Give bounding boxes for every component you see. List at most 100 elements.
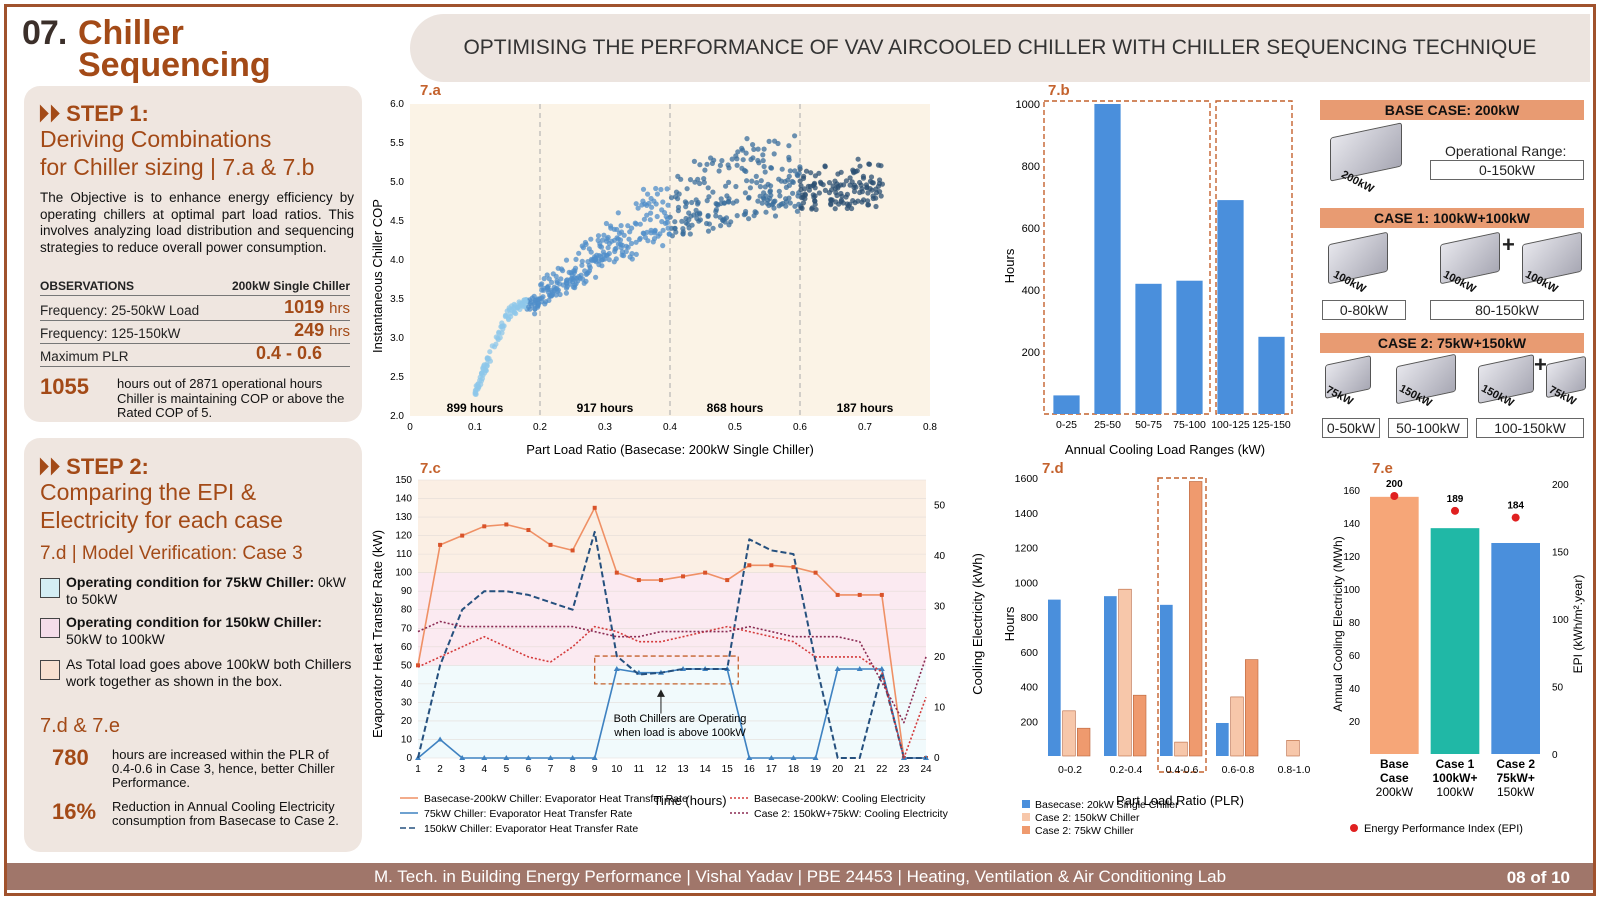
scatter-point bbox=[766, 138, 772, 144]
scatter-point bbox=[783, 199, 789, 205]
scatter-point bbox=[786, 157, 792, 163]
scatter-point bbox=[615, 241, 621, 247]
scatter-point bbox=[869, 187, 875, 193]
scatter-point bbox=[725, 198, 731, 204]
y2-axis-title: Cooling Electricity (kWh) bbox=[970, 553, 985, 695]
y-tick-label: 140 bbox=[1343, 519, 1360, 530]
scatter-point bbox=[811, 180, 818, 186]
scatter-point bbox=[794, 208, 800, 214]
x-tick-label: 17 bbox=[766, 764, 778, 775]
chart-d: 200 400 600 800 1000 1200 1400 1600 0-0.2 0.2-0.4… bbox=[1002, 474, 1310, 837]
scatter-point bbox=[801, 186, 808, 192]
scatter-point bbox=[484, 355, 490, 362]
y-axis-title: Annual Cooling Electricity (MWh) bbox=[1331, 536, 1345, 711]
scatter-point bbox=[743, 150, 749, 156]
case1-range-1: 0-80kW bbox=[1322, 300, 1406, 320]
scatter-point bbox=[651, 236, 658, 242]
scatter-point bbox=[672, 194, 679, 200]
step1-subtitle-1: Deriving Combinations bbox=[40, 126, 272, 152]
series-line bbox=[417, 625, 927, 759]
scatter-point bbox=[611, 237, 618, 243]
y-tick-label: 10 bbox=[401, 734, 413, 745]
scatter-point bbox=[693, 197, 699, 203]
y-axis-title: Instantaneous Chiller COP bbox=[370, 199, 385, 353]
legend-swatch bbox=[1022, 826, 1030, 834]
x-tick-label: 0.6 bbox=[793, 422, 807, 433]
scatter-point bbox=[652, 227, 658, 233]
scatter-point bbox=[697, 180, 703, 187]
hours-increase-text: hours are increased within the PLR of 0.… bbox=[112, 747, 335, 790]
series-marker bbox=[878, 666, 885, 672]
scatter-point bbox=[787, 200, 793, 206]
series-marker bbox=[725, 578, 730, 583]
series-line bbox=[417, 507, 926, 759]
scatter-point bbox=[870, 195, 876, 202]
scatter-point bbox=[857, 163, 863, 169]
bar bbox=[1216, 722, 1229, 756]
scatter-point bbox=[540, 294, 546, 300]
scatter-point bbox=[797, 164, 803, 170]
x-tick-label: 50-75 bbox=[1135, 419, 1162, 431]
series-marker bbox=[591, 755, 598, 760]
scatter-point bbox=[854, 168, 860, 174]
scatter-point bbox=[593, 256, 599, 262]
scatter-point bbox=[765, 181, 771, 187]
hours-increase-number: 780 bbox=[52, 745, 89, 770]
scatter-point bbox=[658, 186, 664, 193]
scatter-point bbox=[588, 236, 594, 242]
y-tick-label: 1600 bbox=[1015, 474, 1039, 485]
scatter-point bbox=[689, 199, 695, 206]
y-tick-label: 800 bbox=[1020, 612, 1038, 624]
scatter-point bbox=[760, 152, 766, 158]
scatter-point bbox=[595, 233, 602, 239]
scatter-point bbox=[623, 248, 629, 255]
scatter-point bbox=[849, 179, 855, 185]
scatter-point bbox=[847, 175, 853, 181]
scatter-point bbox=[531, 293, 537, 299]
double-chevron-icon: ⏵⏵ bbox=[38, 101, 61, 126]
scatter-point bbox=[795, 193, 801, 199]
scatter-point bbox=[840, 200, 846, 206]
scatter-point bbox=[543, 299, 549, 305]
series-marker bbox=[526, 528, 531, 533]
x-tick-label: 0.2-0.4 bbox=[1110, 764, 1143, 776]
y2-tick-label: 20 bbox=[934, 652, 946, 663]
scatter-point bbox=[857, 179, 863, 186]
y-tick-label: 100 bbox=[395, 568, 412, 579]
scatter-point bbox=[653, 185, 659, 192]
y-tick-label: 6.0 bbox=[390, 99, 404, 110]
scatter-point bbox=[801, 173, 807, 179]
scatter-point bbox=[625, 223, 631, 229]
scatter-point bbox=[768, 165, 775, 171]
y-tick-label: 120 bbox=[395, 531, 412, 542]
scatter-point bbox=[734, 198, 740, 204]
x-tick-label: 0.7 bbox=[858, 422, 872, 433]
y2-tick-label: 0 bbox=[934, 753, 940, 764]
scatter-point bbox=[668, 195, 675, 201]
summary-number: 1055 bbox=[40, 374, 89, 399]
page-title-line1: Chiller bbox=[78, 14, 184, 52]
y-tick-label: 4.5 bbox=[390, 216, 404, 227]
scatter-point bbox=[743, 168, 749, 174]
scatter-point bbox=[864, 185, 870, 191]
scatter-point bbox=[705, 213, 711, 219]
scatter-point bbox=[608, 223, 614, 229]
scatter-point bbox=[757, 184, 763, 190]
scatter-point bbox=[811, 194, 817, 200]
scatter-point bbox=[800, 200, 807, 206]
x-axis-title: Part Load Ratio (Basecase: 200kW Single … bbox=[526, 442, 814, 457]
bar bbox=[1286, 740, 1300, 757]
scatter-point bbox=[654, 213, 660, 220]
x-tick-label: 100kW+ bbox=[1432, 771, 1477, 785]
scatter-point bbox=[571, 268, 577, 274]
summary-text: hours out of 2871 operational hours Chil… bbox=[117, 376, 345, 420]
scatter-point bbox=[654, 191, 660, 197]
scatter-point bbox=[838, 190, 844, 197]
bar bbox=[1062, 710, 1076, 757]
chart-c-label: 7.c bbox=[420, 460, 441, 477]
obs-row: Frequency: 125-150kW 249 hrs bbox=[40, 320, 350, 344]
scatter-point bbox=[579, 262, 585, 268]
y-tick-label: 1000 bbox=[1015, 577, 1039, 589]
scatter-point bbox=[665, 202, 671, 208]
legend-swatch-both bbox=[40, 660, 60, 680]
